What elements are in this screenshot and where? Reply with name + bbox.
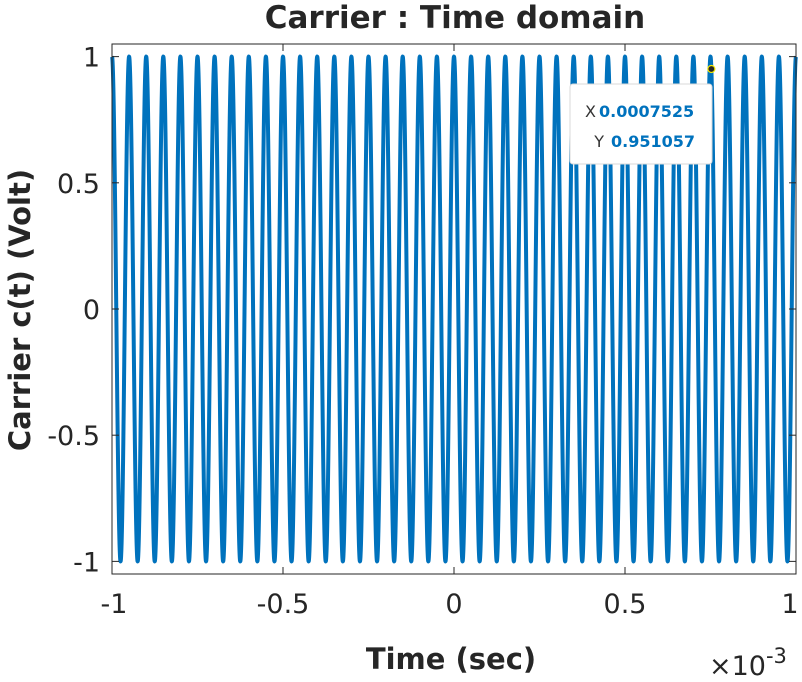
x-tick-label: 0: [445, 589, 462, 620]
y-tick-label: -0.5: [47, 421, 100, 452]
datatip-box: [569, 83, 713, 165]
y-tick-label: 0: [83, 295, 100, 326]
x-tick-label: 0.5: [604, 589, 647, 620]
y-axis: -1 -0.5 0 0.5 1: [47, 43, 796, 578]
x-tick-label: -0.5: [257, 589, 310, 620]
x-axis-exponent-base: ×10: [709, 651, 766, 682]
y-tick-label: 0.5: [57, 169, 100, 200]
y-tick-label: 1: [83, 43, 100, 74]
datatip-x-key: X: [585, 102, 596, 121]
x-axis-exponent-power: -3: [766, 644, 787, 668]
y-axis-label: Carrier c(t) (Volt): [3, 169, 37, 451]
datatip-marker[interactable]: [707, 64, 716, 74]
datatip-x-value: 0.0007525: [599, 102, 694, 121]
x-axis-label: Time (sec): [366, 642, 536, 676]
series-line-0[interactable]: [110, 54, 798, 564]
chart-title: Carrier : Time domain: [265, 0, 645, 36]
x-tick-label: 1: [781, 589, 798, 620]
datatip[interactable]: X 0.0007525 Y 0.951057: [569, 64, 716, 165]
datatip-y-key: Y: [593, 132, 604, 151]
y-tick-label: -1: [73, 547, 100, 578]
series-group: [110, 54, 798, 564]
x-axis: -1 -0.5 0 0.5 1: [101, 44, 799, 620]
x-axis-exponent: ×10-3: [709, 644, 787, 682]
x-tick-label: -1: [101, 589, 128, 620]
datatip-y-value: 0.951057: [611, 132, 695, 151]
